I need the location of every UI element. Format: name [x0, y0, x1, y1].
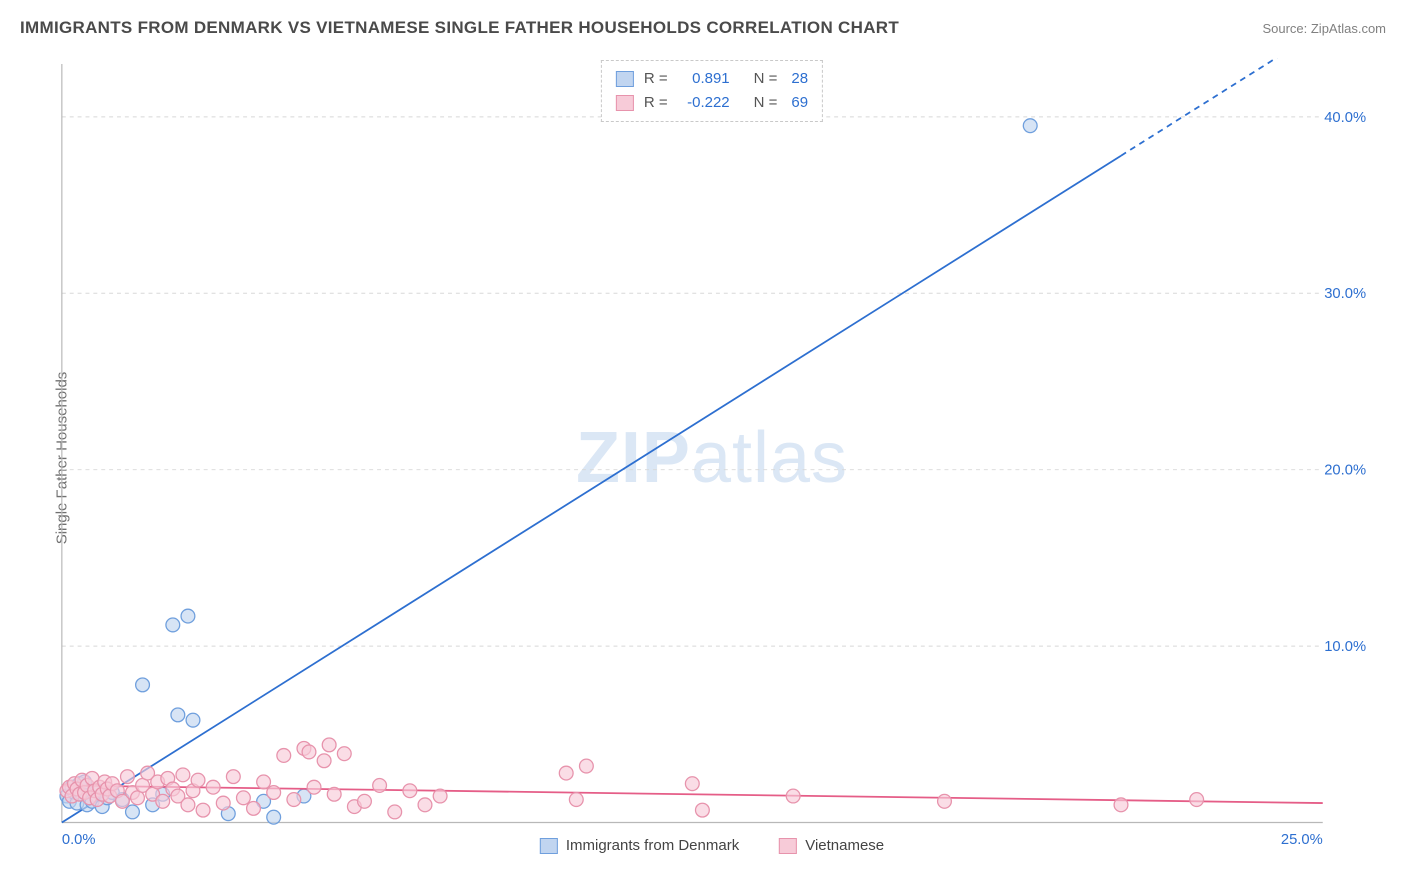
r-value: 0.891: [682, 67, 730, 91]
svg-text:40.0%: 40.0%: [1324, 110, 1366, 126]
n-label: N =: [754, 67, 778, 91]
n-value: 69: [791, 91, 808, 115]
svg-text:10.0%: 10.0%: [1324, 639, 1366, 655]
chart-area: Single Father Households ZIPatlas 10.0%2…: [52, 58, 1372, 858]
legend-item: Immigrants from Denmark: [540, 837, 739, 854]
bottom-legend: Immigrants from Denmark Vietnamese: [540, 837, 884, 854]
legend-swatch: [616, 95, 634, 111]
legend-swatch: [616, 71, 634, 87]
source-label: Source: ZipAtlas.com: [1262, 21, 1386, 36]
scatter-plot: 10.0% 20.0% 30.0% 40.0% 0.0% 25.0%: [52, 58, 1372, 858]
series-name: Immigrants from Denmark: [566, 837, 739, 854]
svg-text:25.0%: 25.0%: [1281, 832, 1323, 848]
n-value: 28: [791, 67, 808, 91]
r-value: -0.222: [682, 91, 730, 115]
svg-text:0.0%: 0.0%: [62, 832, 96, 848]
legend-row: R = -0.222 N = 69: [616, 91, 808, 115]
n-label: N =: [754, 91, 778, 115]
r-label: R =: [644, 67, 668, 91]
svg-text:30.0%: 30.0%: [1324, 286, 1366, 302]
chart-title: IMMIGRANTS FROM DENMARK VS VIETNAMESE SI…: [20, 18, 899, 38]
legend-item: Vietnamese: [779, 837, 884, 854]
legend-row: R = 0.891 N = 28: [616, 67, 808, 91]
series-name: Vietnamese: [805, 837, 884, 854]
svg-text:20.0%: 20.0%: [1324, 463, 1366, 479]
r-label: R =: [644, 91, 668, 115]
legend-swatch: [540, 838, 558, 854]
legend-swatch: [779, 838, 797, 854]
legend-stats-box: R = 0.891 N = 28 R = -0.222 N = 69: [601, 60, 823, 122]
